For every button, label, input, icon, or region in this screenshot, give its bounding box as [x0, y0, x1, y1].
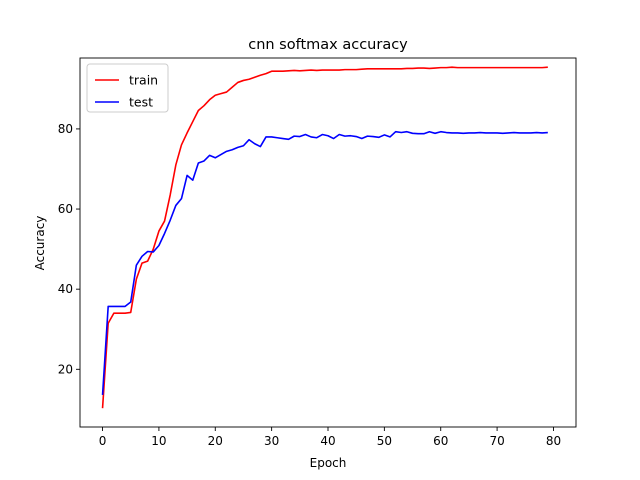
x-tick-label-4: 30	[264, 434, 279, 448]
y-axis-label: Accuracy	[33, 216, 47, 271]
x-tick-label-7: 60	[433, 434, 448, 448]
legend: train test	[86, 63, 169, 113]
y-tick-label-1: 20	[58, 362, 73, 376]
x-tick-label-9: 80	[546, 434, 561, 448]
legend-label-2: test	[129, 95, 153, 110]
x-tick-label-2: 10	[151, 434, 166, 448]
legend-label-1: train	[129, 73, 158, 88]
x-tick-label-1: 0	[99, 434, 107, 448]
axes-frame	[79, 57, 577, 428]
series-line-1	[101, 66, 548, 409]
plot-area: 0 10 20 30 40 50 60 70 80 20 40 60 80	[58, 57, 577, 448]
x-axis-label: Epoch	[310, 456, 347, 470]
x-tick-label-5: 40	[320, 434, 335, 448]
chart-title: cnn softmax accuracy	[248, 37, 408, 53]
x-tick-label-3: 20	[208, 434, 223, 448]
series-line-2	[101, 130, 548, 396]
y-tick-label-2: 40	[58, 282, 73, 296]
x-tick-label-6: 50	[377, 434, 392, 448]
y-tick-label-3: 60	[58, 202, 73, 216]
legend-frame	[86, 63, 169, 113]
y-tick-label-4: 80	[58, 122, 73, 136]
x-tick-label-8: 70	[489, 434, 504, 448]
